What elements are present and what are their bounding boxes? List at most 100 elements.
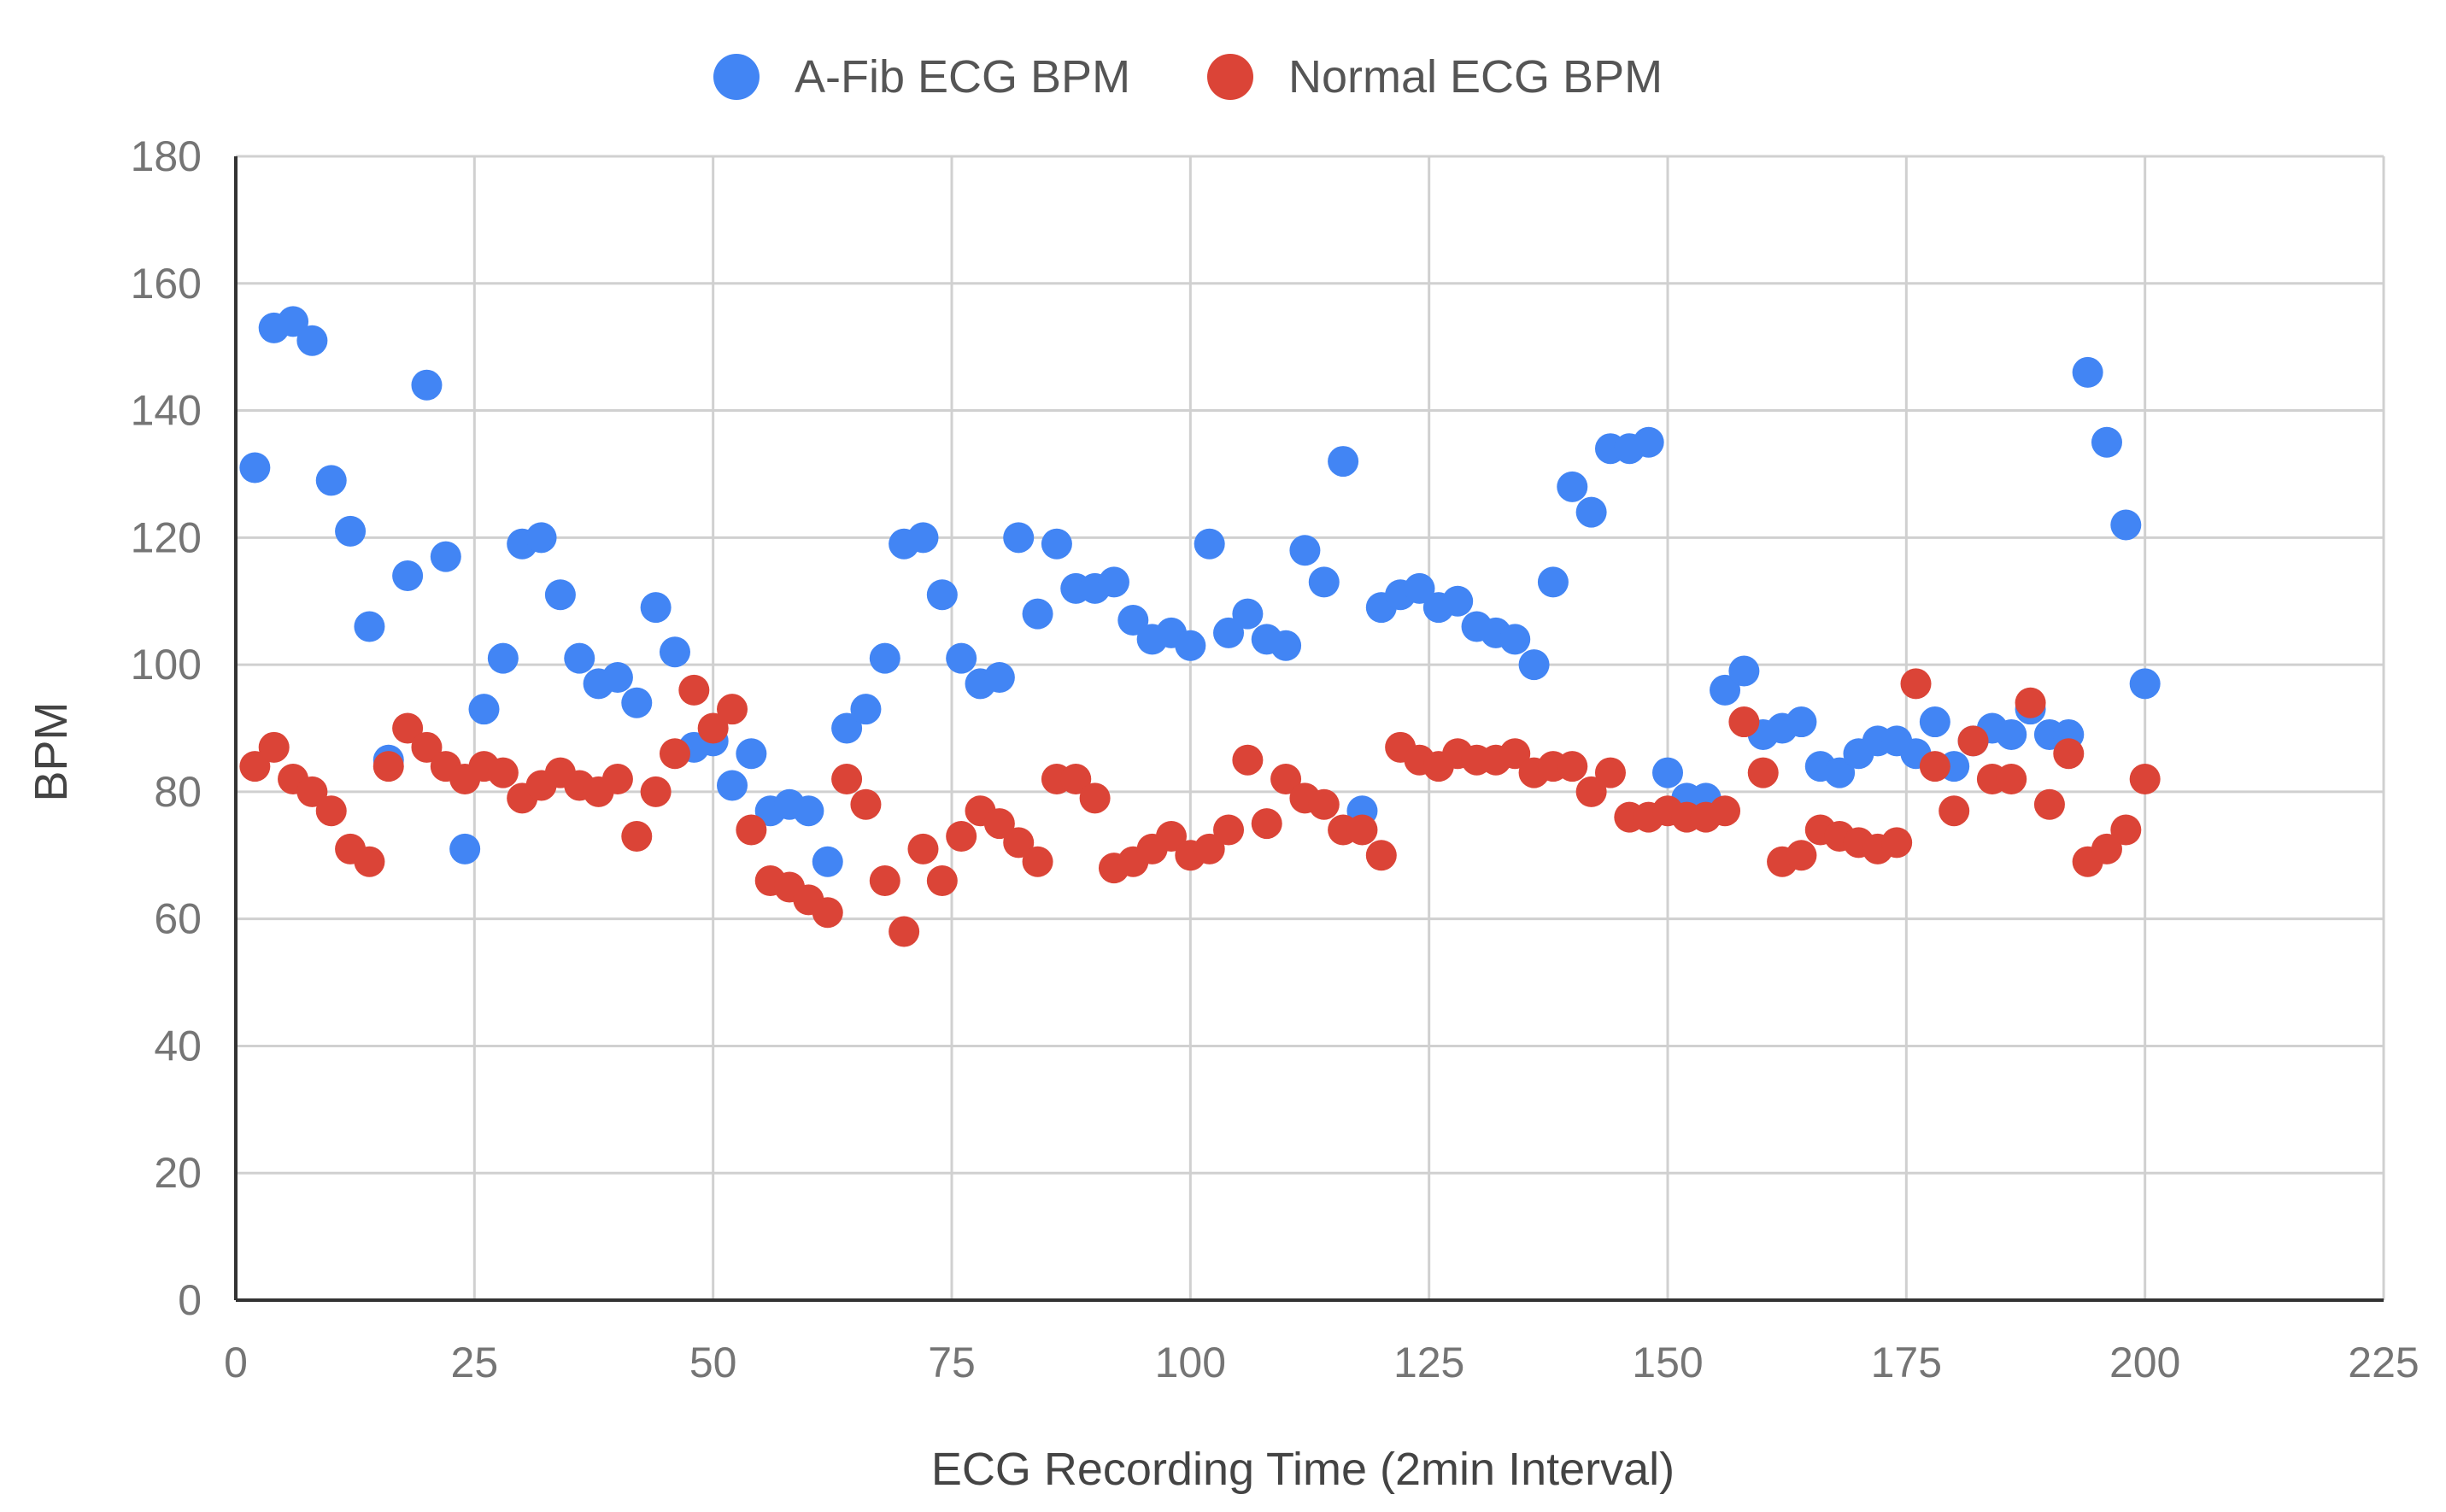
afib-point (907, 522, 939, 554)
normal-point (621, 820, 653, 852)
afib-point (2072, 356, 2103, 388)
afib-point (278, 306, 309, 337)
normal-point (659, 738, 690, 770)
afib-point (812, 846, 843, 877)
normal-point (1499, 738, 1531, 770)
legend-marker (713, 54, 760, 100)
afib-point (1442, 585, 1474, 617)
normal-point (697, 712, 729, 744)
y-tick-label: 100 (131, 641, 202, 689)
afib-point (1537, 566, 1569, 598)
normal-point (1939, 795, 1970, 827)
normal-point (1346, 814, 1378, 846)
normal-point (869, 865, 900, 897)
afib-point (1328, 446, 1359, 478)
data-series (239, 306, 2161, 947)
afib-point (1289, 535, 1321, 566)
normal-point (926, 865, 958, 897)
x-axis-ticks: 0 25 50 75 100 125 150 175 200 225 (224, 1339, 2420, 1386)
normal-point (1060, 764, 1092, 795)
normal-point (411, 731, 443, 763)
afib-point (659, 636, 690, 668)
normal-point (850, 788, 882, 820)
afib-point (2091, 426, 2122, 458)
afib-point (946, 642, 977, 674)
y-tick-label: 120 (131, 513, 202, 561)
afib-point (449, 833, 481, 864)
afib-point (1117, 605, 1149, 636)
normal-point (1575, 776, 1607, 807)
afib-point (869, 642, 900, 674)
normal-point (1786, 840, 1817, 871)
normal-point (983, 808, 1015, 840)
normal-point (1194, 833, 1225, 864)
afib-point (487, 642, 519, 674)
afib-point (1575, 496, 1607, 528)
normal-point (1919, 751, 1950, 782)
afib-point (1232, 598, 1264, 630)
afib-point (564, 642, 595, 674)
normal-point (2091, 833, 2122, 864)
normal-point (1155, 820, 1187, 852)
normal-point (1710, 795, 1741, 827)
afib-point (601, 661, 633, 693)
afib-point (411, 369, 443, 401)
y-tick-label: 60 (154, 895, 202, 943)
afib-point (1499, 624, 1531, 655)
afib-point (315, 465, 347, 496)
series-normal (239, 668, 2161, 947)
normal-point (1251, 808, 1282, 840)
legend-label: A-Fib ECG BPM (795, 51, 1130, 103)
afib-point (1194, 528, 1225, 560)
normal-point (717, 694, 748, 725)
normal-point (239, 751, 271, 782)
afib-point (640, 592, 672, 624)
x-tick-label: 75 (928, 1339, 976, 1386)
normal-point (907, 833, 939, 864)
afib-point (1824, 757, 1856, 788)
normal-point (1557, 751, 1588, 782)
afib-point (2110, 509, 2142, 541)
afib-point (525, 522, 557, 554)
normal-point (2033, 788, 2065, 820)
normal-point (2053, 738, 2085, 770)
x-tick-label: 150 (1632, 1339, 1703, 1386)
y-tick-label: 140 (131, 387, 202, 435)
legend-label: Normal ECG BPM (1288, 51, 1663, 103)
afib-point (1518, 649, 1550, 681)
afib-point (1098, 566, 1129, 598)
afib-point (1919, 706, 1950, 738)
afib-point (1022, 598, 1053, 630)
y-tick-label: 0 (178, 1276, 202, 1324)
afib-point (1041, 528, 1072, 560)
normal-point (640, 776, 672, 807)
normal-point (1308, 788, 1340, 820)
normal-point (487, 757, 519, 788)
afib-point (983, 661, 1015, 693)
afib-point (354, 611, 385, 642)
normal-point (812, 897, 843, 929)
normal-point (831, 764, 863, 795)
normal-point (1213, 814, 1245, 846)
afib-point (335, 515, 367, 547)
afib-point (1308, 566, 1340, 598)
afib-point (736, 738, 767, 770)
afib-point (1633, 426, 1664, 458)
normal-point (1996, 764, 2027, 795)
normal-point (296, 776, 328, 807)
afib-point (392, 560, 424, 591)
normal-point (2110, 814, 2142, 846)
x-tick-label: 175 (1871, 1339, 1942, 1386)
normal-point (1365, 840, 1397, 871)
series-afib (239, 306, 2161, 877)
normal-point (889, 916, 920, 947)
afib-point (239, 452, 271, 483)
x-tick-label: 100 (1155, 1339, 1226, 1386)
y-axis-ticks: 0 20 40 60 80 100 120 140 160 180 (131, 132, 202, 1324)
legend: A-Fib ECG BPM Normal ECG BPM (713, 51, 1663, 103)
axes (234, 156, 2384, 1302)
normal-point (1079, 782, 1111, 814)
normal-point (1003, 827, 1035, 859)
